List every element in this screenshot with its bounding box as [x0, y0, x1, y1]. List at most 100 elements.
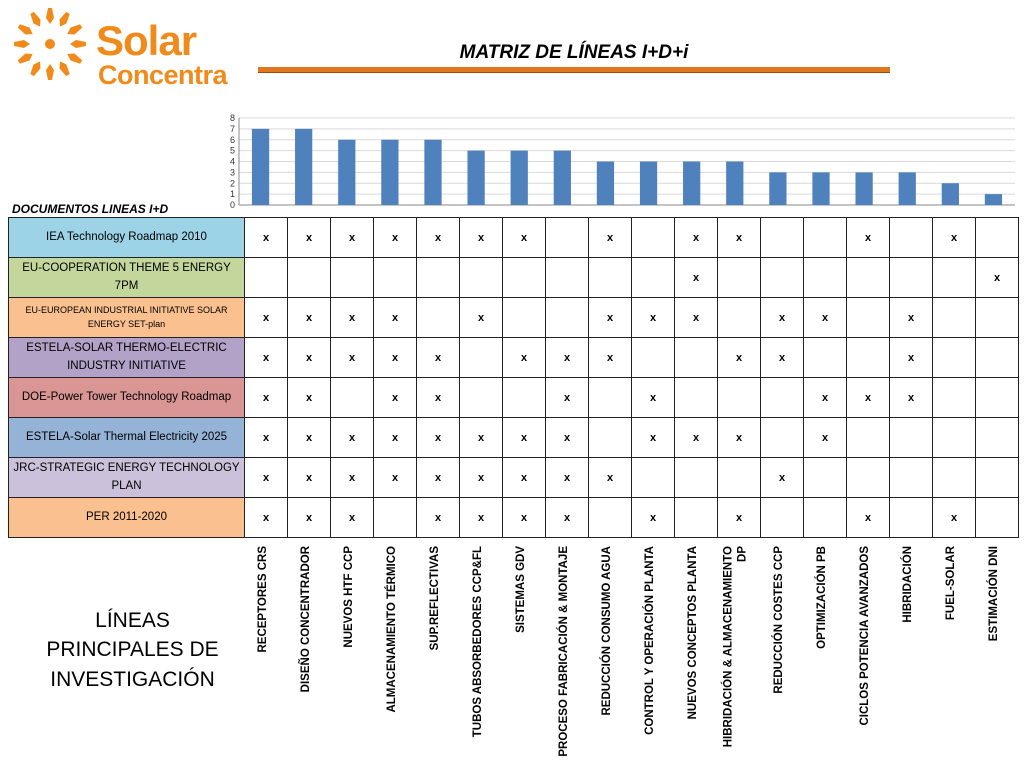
- column-label: HIBRIDACIÓN & ALMACENAMIENTO DP: [715, 546, 758, 761]
- matrix-cell: [975, 377, 1019, 418]
- column-label: SISTEMAS GDV: [499, 546, 542, 761]
- category-label: NUEVOS HTF CCP: [342, 546, 355, 648]
- documents-matrix: IEA Technology Roadmap 2010 x x x x x x x x x x x x E…: [8, 217, 1019, 538]
- matrix-cell: x: [287, 457, 331, 498]
- matrix-cell: x: [244, 297, 288, 338]
- matrix-cell: x: [502, 217, 546, 258]
- matrix-cell: x: [502, 417, 546, 458]
- matrix-cell: x: [330, 417, 374, 458]
- category-label: TUBOS ABSORBEDORES CCP&FL: [471, 546, 484, 738]
- category-label: CICLOS POTENCIA AVANZADOS: [859, 546, 872, 726]
- matrix-cell: x: [502, 337, 546, 378]
- matrix-cell: [717, 297, 761, 338]
- bar: [338, 139, 356, 205]
- documents-heading: DOCUMENTOS LINEAS I+D: [12, 202, 169, 216]
- matrix-cell: x: [760, 337, 804, 378]
- matrix-row: ESTELA-SOLAR THERMO-ELECTRIC INDUSTRY IN…: [8, 337, 1019, 378]
- matrix-cell: x: [416, 417, 460, 458]
- matrix-cell: x: [674, 217, 718, 258]
- matrix-cell: [846, 417, 890, 458]
- matrix-cell: x: [932, 497, 976, 538]
- bar: [769, 172, 787, 205]
- matrix-cell: [975, 497, 1019, 538]
- matrix-cell: [459, 257, 503, 298]
- matrix-cell: x: [244, 377, 288, 418]
- category-label: NUEVOS CONCEPTOS PLANTA: [686, 546, 699, 720]
- matrix-cell: [459, 337, 503, 378]
- matrix-cell: x: [588, 457, 632, 498]
- matrix-cell: [674, 377, 718, 418]
- matrix-cell: x: [416, 377, 460, 418]
- bar: [251, 128, 270, 205]
- matrix-cell: [717, 457, 761, 498]
- matrix-cell: [846, 297, 890, 338]
- matrix-row: ESTELA-Solar Thermal Electricity 2025 x x x…: [8, 417, 1019, 458]
- category-label: PROCESO FABRICACIÓN & MONTAJE: [557, 546, 570, 757]
- matrix-cell: x: [459, 417, 503, 458]
- logo-word-concentra: Concentra: [98, 60, 228, 90]
- matrix-cell: x: [287, 497, 331, 538]
- matrix-cell: [932, 457, 976, 498]
- logo-word-solar: Solar: [96, 17, 197, 64]
- matrix-cell: x: [674, 257, 718, 298]
- y-tick-label: 0: [230, 200, 235, 210]
- document-label: ESTELA-Solar Thermal Electricity 2025: [8, 417, 245, 458]
- matrix-row: JRC-STRATEGIC ENERGY TECHNOLOGY PLAN x x x x…: [8, 457, 1019, 498]
- matrix-cell: x: [244, 457, 288, 498]
- research-lines-labels: RECEPTORES CRS DISEÑO CONCENTRADOR NUEVOS …: [241, 546, 1016, 761]
- column-label: PROCESO FABRICACIÓN & MONTAJE: [542, 546, 585, 761]
- matrix-cell: x: [588, 217, 632, 258]
- solar-concentra-logo: Solar Concentra: [8, 2, 240, 90]
- bar: [855, 172, 873, 205]
- matrix-cell: [889, 257, 933, 298]
- bar: [812, 172, 830, 205]
- category-label: ESTIMACIÓN DNI: [988, 546, 1001, 642]
- matrix-cell: [889, 417, 933, 458]
- y-tick-label: 1: [230, 189, 235, 199]
- matrix-cell: [588, 257, 632, 298]
- matrix-cell: x: [416, 337, 460, 378]
- matrix-cell: x: [932, 217, 976, 258]
- bar: [467, 150, 485, 205]
- bar: [726, 161, 744, 205]
- matrix-cell: x: [244, 217, 288, 258]
- matrix-cell: x: [889, 377, 933, 418]
- matrix-cell: [932, 417, 976, 458]
- matrix-cell: x: [330, 497, 374, 538]
- matrix-cell: x: [545, 457, 589, 498]
- column-label: SUP.REFLECTIVAS: [413, 546, 456, 761]
- matrix-cell: x: [717, 337, 761, 378]
- matrix-cell: x: [330, 297, 374, 338]
- matrix-cell: x: [846, 497, 890, 538]
- matrix-cell: [975, 217, 1019, 258]
- column-label: DISEÑO CONCENTRADOR: [284, 546, 327, 761]
- matrix-cell: x: [244, 497, 288, 538]
- matrix-cell: x: [373, 377, 417, 418]
- matrix-cell: [502, 377, 546, 418]
- column-label: NUEVOS CONCEPTOS PLANTA: [672, 546, 715, 761]
- matrix-cell: x: [459, 497, 503, 538]
- matrix-cell: x: [631, 417, 675, 458]
- matrix-cell: x: [330, 217, 374, 258]
- matrix-cell: [975, 297, 1019, 338]
- matrix-cell: x: [588, 297, 632, 338]
- matrix-cell: [717, 377, 761, 418]
- matrix-cell: x: [803, 417, 847, 458]
- matrix-cell: x: [545, 417, 589, 458]
- matrix-cell: x: [459, 297, 503, 338]
- bar: [596, 161, 615, 205]
- matrix-cell: [889, 457, 933, 498]
- matrix-cell: x: [717, 217, 761, 258]
- matrix-cell: [760, 257, 804, 298]
- matrix-row: IEA Technology Roadmap 2010 x x x x x x x x x x x x: [8, 217, 1019, 258]
- document-label: JRC-STRATEGIC ENERGY TECHNOLOGY PLAN: [8, 457, 245, 498]
- column-label: FUEL-SOLAR: [930, 546, 973, 761]
- column-label: CONTROL Y OPERACIÓN PLANTA: [629, 546, 672, 761]
- bar: [639, 161, 658, 205]
- matrix-cell: x: [760, 297, 804, 338]
- matrix-cell: x: [373, 297, 417, 338]
- matrix-cell: [588, 417, 632, 458]
- column-label: CICLOS POTENCIA AVANZADOS: [844, 546, 887, 761]
- bar: [295, 128, 313, 205]
